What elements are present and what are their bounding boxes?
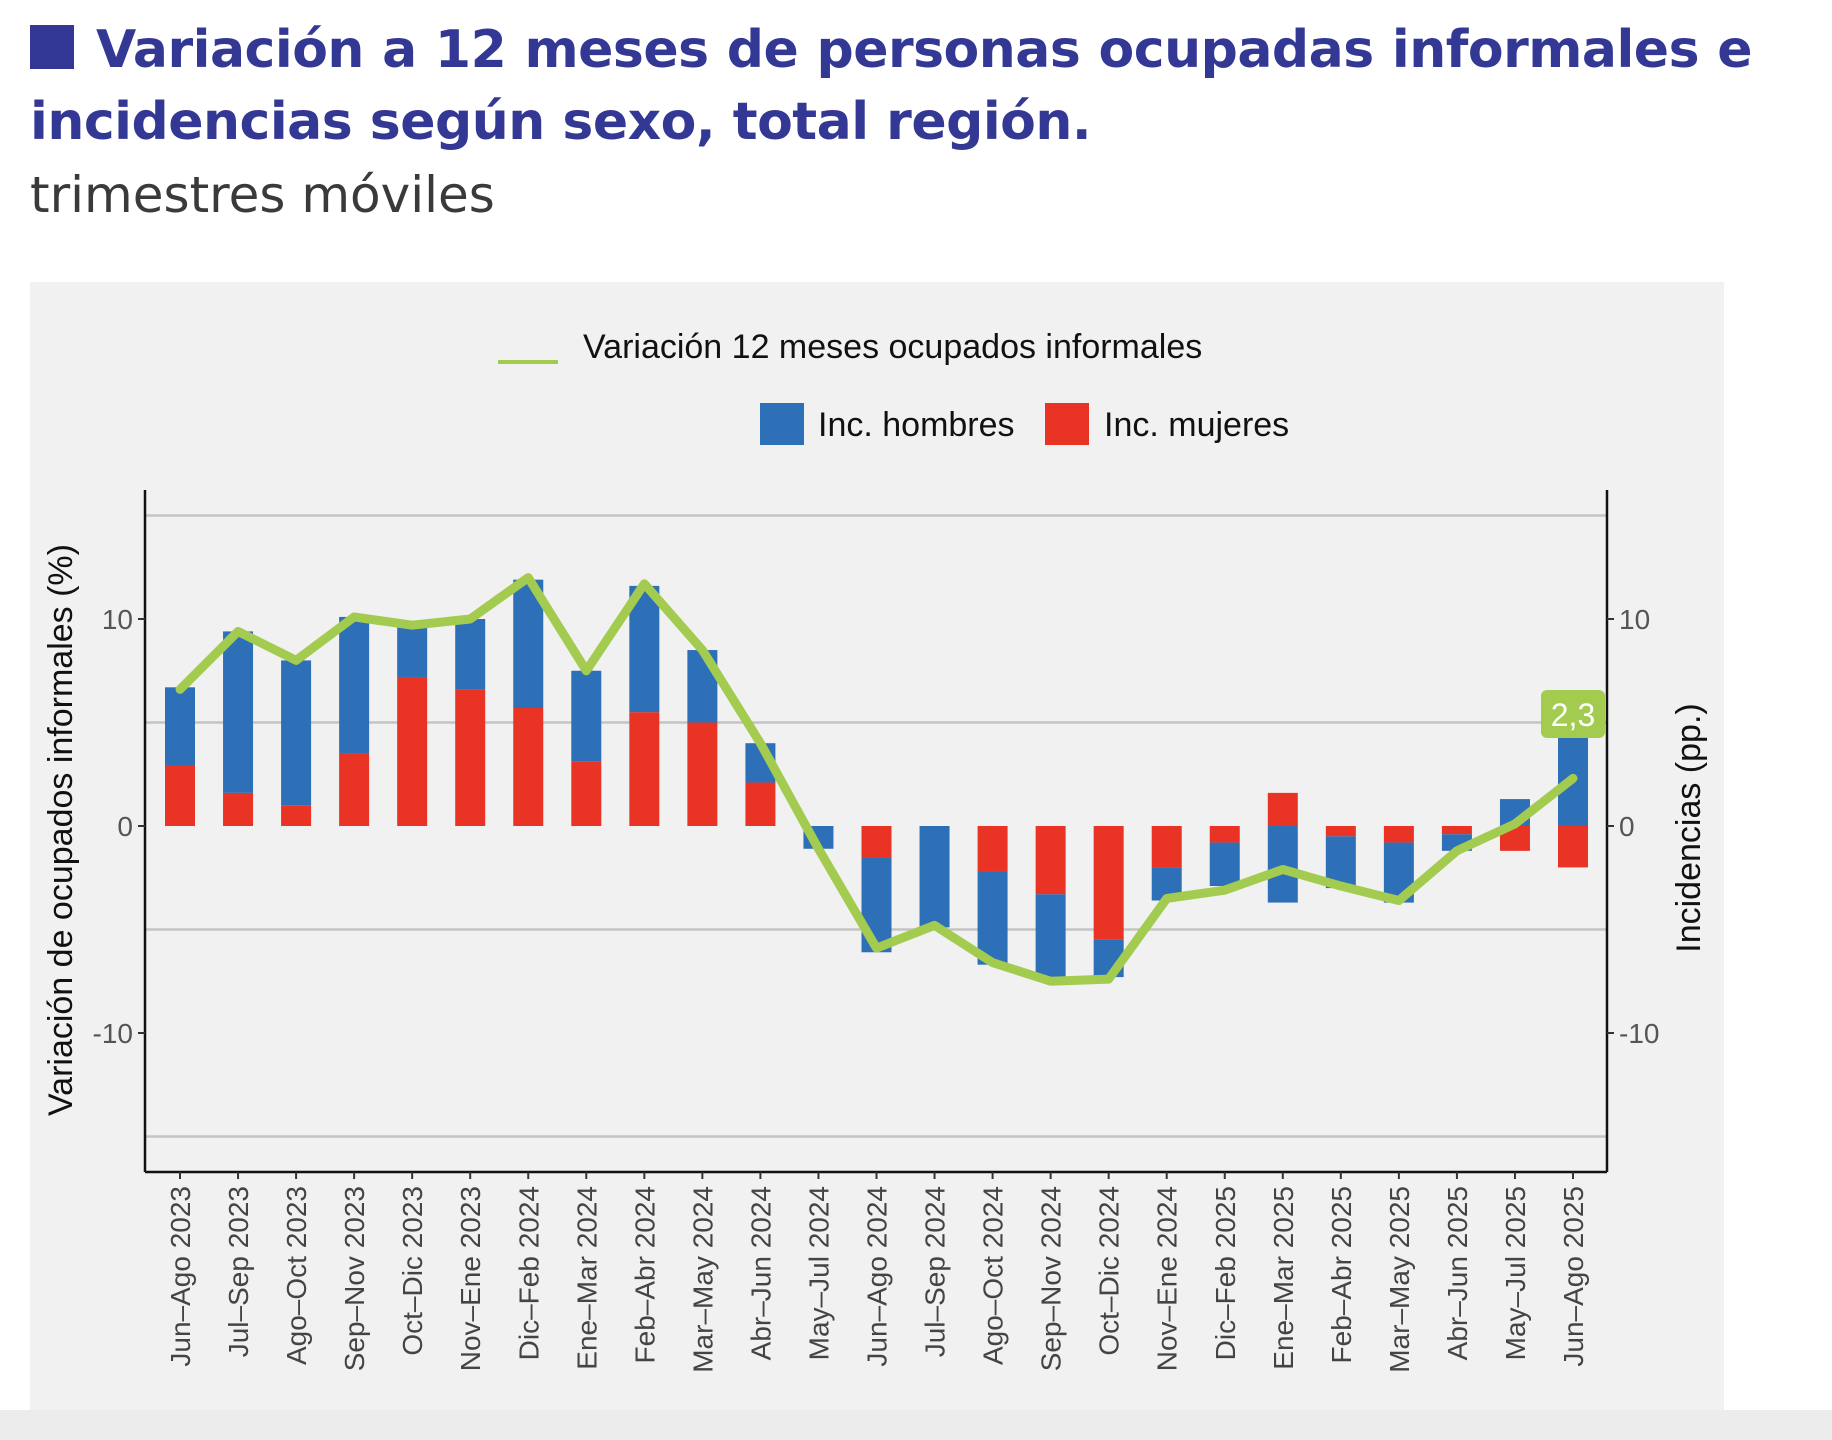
x-tick-label: Dic–Feb 2025 bbox=[1210, 1186, 1241, 1360]
last-value-annotation: 2,3 bbox=[1541, 690, 1605, 738]
legend-line-label: Variación 12 meses ocupados informales bbox=[583, 328, 1202, 366]
legend-hombres-swatch bbox=[760, 403, 804, 445]
y-tick-label-left: 0 bbox=[117, 811, 133, 842]
x-tick-label: Mar–May 2025 bbox=[1384, 1186, 1415, 1373]
annotation-box bbox=[1541, 690, 1605, 738]
chart-subtitle: trimestres móviles bbox=[30, 166, 495, 224]
x-tick-label: Feb–Abr 2024 bbox=[629, 1186, 660, 1363]
y-axis-right-title: Incidencias (pp.) bbox=[1670, 703, 1708, 952]
bars bbox=[165, 579, 1588, 978]
bar-mujeres bbox=[339, 753, 370, 826]
legend-mujeres-swatch bbox=[1045, 403, 1089, 445]
bar-mujeres bbox=[1325, 826, 1356, 837]
bar-mujeres bbox=[281, 805, 312, 826]
bar-mujeres bbox=[1267, 792, 1298, 826]
x-tick-label: Sep–Nov 2023 bbox=[339, 1186, 370, 1371]
bar-mujeres bbox=[165, 765, 195, 826]
x-tick-label: Feb–Abr 2025 bbox=[1326, 1186, 1357, 1363]
bar-mujeres bbox=[629, 712, 660, 826]
bar-mujeres bbox=[1209, 826, 1240, 843]
bar-hombres bbox=[455, 619, 486, 690]
x-tick-label: Abr–Jun 2024 bbox=[745, 1186, 776, 1360]
y-axis-left-title: Variación de ocupados informales (%) bbox=[42, 544, 80, 1116]
x-tick-label: Nov–Ene 2024 bbox=[1152, 1186, 1183, 1371]
x-tick-label: Ago–Oct 2023 bbox=[281, 1186, 312, 1365]
bar-hombres bbox=[281, 660, 312, 806]
bar-mujeres bbox=[571, 761, 602, 826]
bar-mujeres bbox=[223, 792, 254, 826]
annotation-label: 2,3 bbox=[1551, 697, 1595, 733]
bar-hombres bbox=[339, 616, 370, 754]
bar-mujeres bbox=[1093, 826, 1124, 940]
bar-mujeres bbox=[687, 722, 718, 826]
bar-mujeres bbox=[397, 676, 428, 826]
line-series bbox=[175, 573, 1578, 986]
title-square-icon bbox=[30, 25, 74, 69]
x-tick-label: Jun–Ago 2024 bbox=[862, 1186, 893, 1367]
bar-mujeres bbox=[745, 782, 776, 826]
x-tick-label: Jul–Sep 2023 bbox=[223, 1186, 254, 1357]
y-tick-label-right: 0 bbox=[1619, 811, 1635, 842]
bar-hombres bbox=[629, 585, 660, 713]
bar-hombres bbox=[571, 670, 602, 762]
bar-mujeres bbox=[455, 689, 486, 826]
bar-mujeres bbox=[1383, 826, 1414, 843]
x-tick-label: Abr–Jun 2025 bbox=[1442, 1186, 1473, 1360]
x-tick-label: Ago–Oct 2024 bbox=[978, 1186, 1009, 1365]
x-tick-label: Ene–Mar 2025 bbox=[1268, 1186, 1299, 1370]
y-tick-label-left: 10 bbox=[102, 604, 133, 635]
chart-title: Variación a 12 meses de personas ocupada… bbox=[30, 14, 1753, 158]
x-tick-label: May–Jul 2024 bbox=[803, 1186, 834, 1360]
bar-hombres bbox=[977, 871, 1008, 965]
y-tick-label-right: 10 bbox=[1619, 604, 1650, 635]
x-tick-label: Sep–Nov 2024 bbox=[1036, 1186, 1067, 1371]
x-tick-label: Jun–Ago 2023 bbox=[165, 1186, 196, 1367]
bottom-strip bbox=[0, 1410, 1832, 1440]
bar-hombres bbox=[165, 687, 195, 766]
bar-hombres bbox=[1267, 826, 1298, 903]
y-tick-label-right: -10 bbox=[1619, 1018, 1659, 1049]
x-tick-label: Ene–Mar 2024 bbox=[571, 1186, 602, 1370]
bar-hombres bbox=[223, 631, 254, 793]
bar-mujeres bbox=[977, 826, 1008, 872]
bar-mujeres bbox=[861, 826, 892, 858]
x-tick-label: Dic–Feb 2024 bbox=[513, 1186, 544, 1360]
bar-hombres bbox=[1035, 894, 1066, 978]
x-tick-label: Mar–May 2024 bbox=[687, 1186, 718, 1373]
x-tick-label: May–Jul 2025 bbox=[1500, 1186, 1531, 1360]
x-tick-label: Jun–Ago 2025 bbox=[1558, 1186, 1589, 1367]
bar-mujeres bbox=[1035, 826, 1066, 895]
y-tick-label-left: -10 bbox=[93, 1018, 133, 1049]
bar-mujeres bbox=[1441, 826, 1472, 835]
bar-mujeres bbox=[513, 708, 544, 826]
bar-mujeres bbox=[1151, 826, 1182, 868]
bar-hombres bbox=[919, 826, 950, 928]
legend-mujeres-label: Inc. mujeres bbox=[1104, 406, 1289, 444]
bar-mujeres bbox=[1558, 826, 1588, 868]
legend-hombres-label: Inc. hombres bbox=[818, 406, 1015, 444]
axes: -10 -10 0 0 10 10 Jun–Ago 2023 Jul–Sep 2023 Ago–… bbox=[93, 490, 1659, 1373]
legend: Variación 12 meses ocupados informales I… bbox=[498, 328, 1289, 445]
x-tick-label: Oct–Dic 2023 bbox=[397, 1186, 428, 1356]
x-tick-label: Oct–Dic 2024 bbox=[1094, 1186, 1125, 1356]
chart-title-text: Variación a 12 meses de personas ocupada… bbox=[30, 20, 1753, 152]
x-tick-label: Jul–Sep 2024 bbox=[920, 1186, 951, 1357]
bar-hombres bbox=[1209, 842, 1240, 887]
x-tick-label: Nov–Ene 2023 bbox=[455, 1186, 486, 1371]
bar-hombres bbox=[397, 623, 428, 677]
